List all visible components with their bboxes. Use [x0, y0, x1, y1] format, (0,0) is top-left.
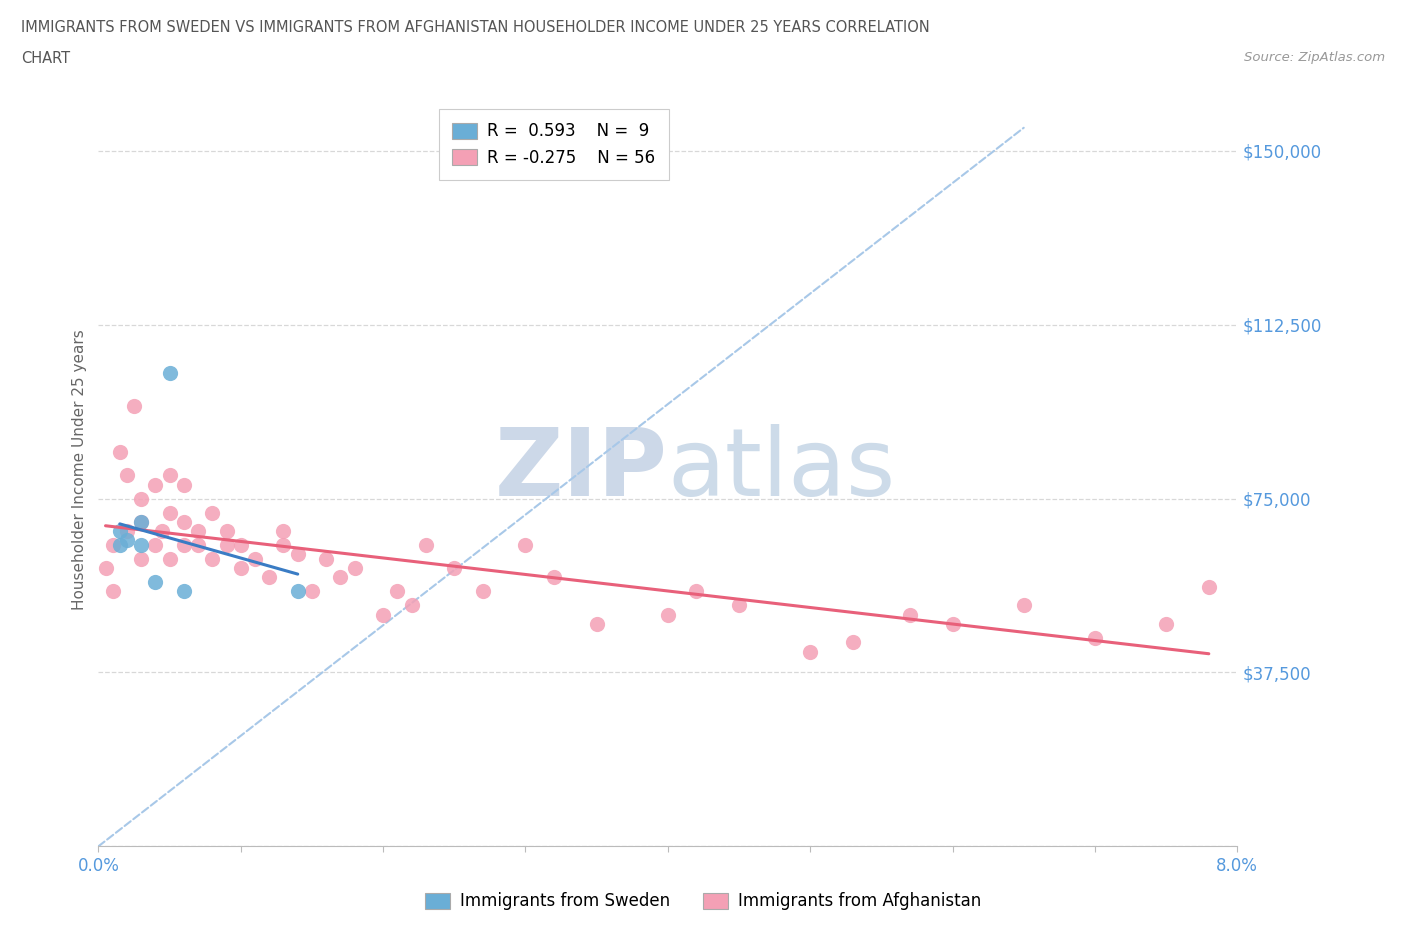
Point [259, 570, 281, 585]
Point [129, 538, 152, 552]
Point [1154, 617, 1177, 631]
Point [187, 538, 209, 552]
Point [115, 524, 138, 538]
Point [942, 617, 965, 631]
Point [152, 524, 174, 538]
Point [173, 538, 195, 552]
Point [94, 561, 117, 576]
Point [287, 547, 309, 562]
Point [173, 584, 195, 599]
Point [229, 538, 252, 552]
Text: Source: ZipAtlas.com: Source: ZipAtlas.com [1244, 51, 1385, 64]
Point [287, 584, 309, 599]
Legend: Immigrants from Sweden, Immigrants from Afghanistan: Immigrants from Sweden, Immigrants from … [418, 885, 988, 917]
Point [1084, 631, 1107, 645]
Point [115, 468, 138, 483]
Text: ZIP: ZIP [495, 424, 668, 515]
Point [145, 575, 167, 590]
Point [129, 551, 152, 566]
Point [129, 514, 152, 529]
Point [173, 477, 195, 492]
Point [657, 607, 679, 622]
Point [115, 533, 138, 548]
Point [515, 538, 537, 552]
Point [728, 598, 751, 613]
Point [273, 538, 295, 552]
Point [108, 524, 131, 538]
Point [415, 538, 437, 552]
Point [471, 584, 494, 599]
Point [443, 561, 465, 576]
Point [543, 570, 565, 585]
Point [129, 514, 152, 529]
Point [215, 524, 238, 538]
Point [101, 584, 124, 599]
Text: IMMIGRANTS FROM SWEDEN VS IMMIGRANTS FROM AFGHANISTAN HOUSEHOLDER INCOME UNDER 2: IMMIGRANTS FROM SWEDEN VS IMMIGRANTS FRO… [21, 20, 929, 35]
Text: CHART: CHART [21, 51, 70, 66]
Point [145, 477, 167, 492]
Point [187, 524, 209, 538]
Point [173, 514, 195, 529]
Point [122, 398, 145, 413]
Point [315, 551, 337, 566]
Point [842, 635, 865, 650]
Point [229, 561, 252, 576]
Point [108, 538, 131, 552]
Point [343, 561, 366, 576]
Point [215, 538, 238, 552]
Legend: R =  0.593    N =  9, R = -0.275    N = 56: R = 0.593 N = 9, R = -0.275 N = 56 [439, 109, 669, 179]
Text: atlas: atlas [668, 424, 896, 515]
Point [329, 570, 352, 585]
Point [243, 551, 266, 566]
Y-axis label: Householder Income Under 25 years: Householder Income Under 25 years [72, 329, 87, 610]
Point [101, 538, 124, 552]
Point [685, 584, 707, 599]
Point [159, 505, 181, 520]
Point [585, 617, 607, 631]
Point [301, 584, 323, 599]
Point [387, 584, 409, 599]
Point [159, 366, 181, 381]
Point [1012, 598, 1035, 613]
Point [799, 644, 821, 659]
Point [401, 598, 423, 613]
Point [159, 551, 181, 566]
Point [898, 607, 921, 622]
Point [201, 505, 224, 520]
Point [129, 491, 152, 506]
Point [108, 445, 131, 459]
Point [159, 468, 181, 483]
Point [371, 607, 394, 622]
Point [201, 551, 224, 566]
Point [1198, 579, 1220, 594]
Point [145, 538, 167, 552]
Point [273, 524, 295, 538]
